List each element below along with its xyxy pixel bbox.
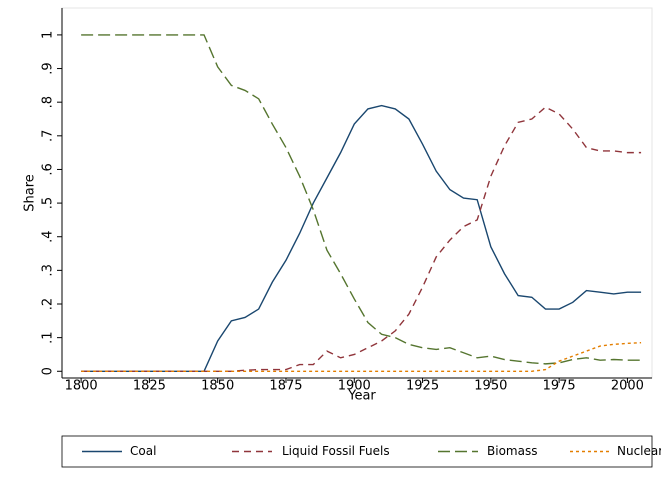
legend-label: Liquid Fossil Fuels	[282, 444, 390, 458]
x-tick-label: 1875	[269, 379, 302, 394]
x-tick-label: 1925	[406, 379, 439, 394]
x-tick-label: 1900	[338, 379, 371, 394]
y-tick-label: .9	[41, 62, 56, 74]
x-tick-label: 1950	[474, 379, 507, 394]
y-tick-label: .2	[41, 298, 56, 310]
line-series	[81, 34, 642, 365]
x-axis-label: Year	[347, 389, 376, 404]
y-tick-label: .5	[41, 197, 56, 209]
y-tick-label: .6	[41, 163, 56, 175]
legend-box	[61, 435, 653, 468]
x-tick-label: 1800	[65, 379, 98, 394]
x-tick-label: 2000	[611, 379, 644, 394]
x-tick-label: 1850	[201, 379, 234, 394]
x-tick-label: 1825	[133, 379, 166, 394]
y-tick-label: .7	[41, 130, 56, 142]
y-tick-label: 0	[41, 367, 56, 375]
legend-label: Nuclear	[617, 444, 661, 458]
x-tick-label: 1975	[543, 379, 576, 394]
line-series	[81, 106, 642, 372]
line-series	[81, 104, 642, 372]
y-tick-label: 1	[41, 31, 56, 39]
plot-region	[61, 7, 653, 379]
legend-label: Biomass	[487, 444, 537, 458]
y-tick-label: .1	[41, 331, 56, 343]
y-tick-label: .8	[41, 96, 56, 108]
y-axis-label: Share	[23, 174, 38, 212]
y-tick-label: .3	[41, 264, 56, 276]
legend-label: Coal	[130, 444, 156, 458]
y-tick-label: .4	[41, 231, 56, 243]
